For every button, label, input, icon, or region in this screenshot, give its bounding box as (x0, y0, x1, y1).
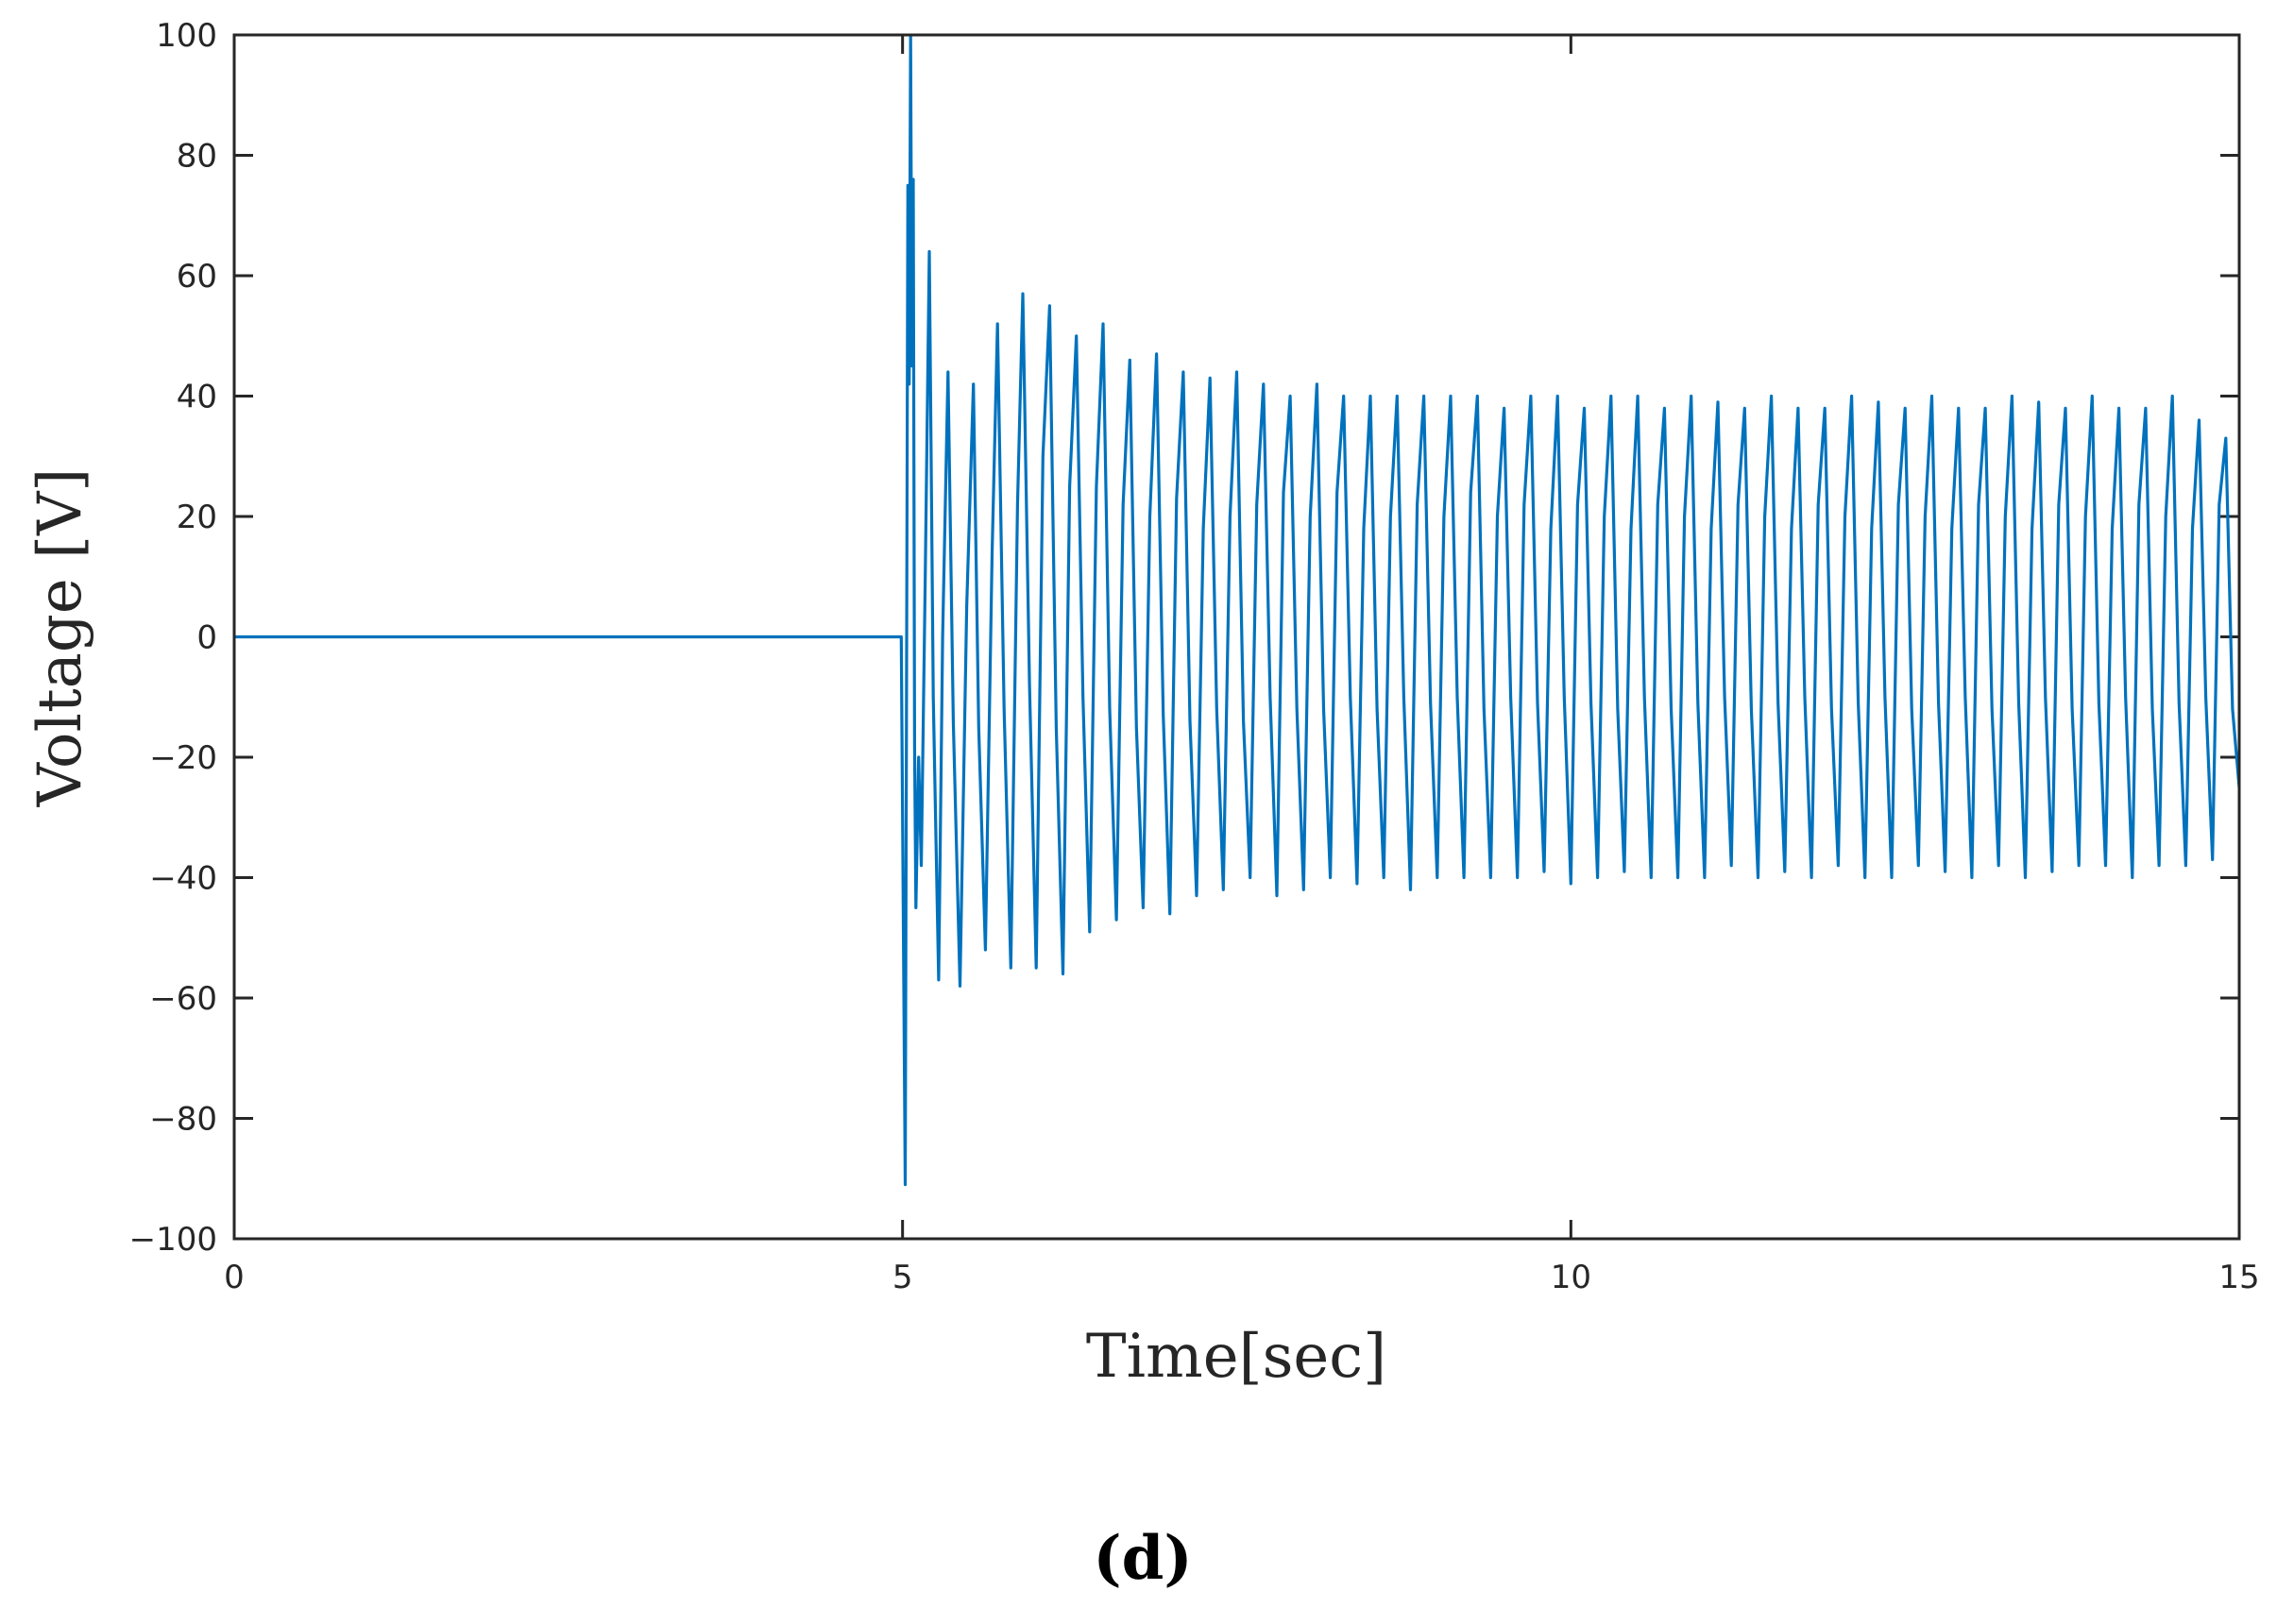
y-tick-label: −40 (149, 860, 217, 898)
y-tick-label: −100 (129, 1221, 217, 1259)
y-tick-label: 0 (196, 619, 217, 657)
x-tick-label: 5 (892, 1259, 913, 1296)
voltage-series-line (234, 35, 2239, 1187)
x-axis-label: Time[sec] (1086, 1322, 1386, 1392)
y-tick-label: 20 (177, 499, 217, 536)
y-tick-label: 60 (177, 258, 217, 296)
y-tick-label: −80 (149, 1101, 217, 1139)
panel-label: (d) (1093, 1523, 1192, 1594)
y-tick-label: 80 (177, 138, 217, 176)
y-tick-label: 40 (177, 379, 217, 416)
y-tick-label: 100 (156, 17, 217, 55)
x-tick-label: 15 (2218, 1259, 2259, 1296)
x-tick-label: 10 (1551, 1259, 1591, 1296)
y-tick-label: −20 (149, 739, 217, 777)
y-tick-labels: −100 −80 −60 −40 −20 0 20 40 60 80 100 (129, 17, 217, 1259)
plot-area-frame (232, 33, 2241, 1241)
y-tick-label: −60 (149, 980, 217, 1018)
x-tick-label: 0 (224, 1259, 245, 1296)
y-axis-label: Voltage [V] (25, 468, 95, 808)
x-tick-labels: 0 5 10 15 (224, 1259, 2259, 1296)
